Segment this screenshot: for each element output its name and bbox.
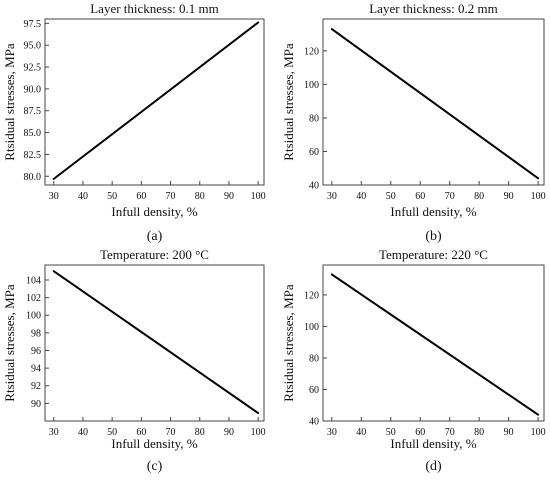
chart-2-y-tick-label: 100 [304, 80, 319, 91]
chart-4-x-tick-label: 40 [356, 427, 366, 438]
chart-4-x-axis-title: Infull density, % [390, 436, 476, 451]
chart-4-x-tick-label: 30 [327, 427, 337, 438]
chart-3-y-tick-label: 92 [31, 381, 41, 392]
chart-1-y-tick-label: 85.0 [24, 128, 42, 139]
chart-4-y-axis-title: Rtsidual stresses, MPa [281, 284, 296, 402]
chart-2-x-tick-label: 30 [327, 191, 337, 202]
chart-1-x-tick-label: 100 [251, 191, 266, 202]
chart-3-y-tick-label: 90 [31, 399, 41, 410]
chart-3-x-tick-label: 100 [251, 427, 266, 438]
chart-4-x-tick-label: 100 [531, 427, 546, 438]
chart-2-x-axis-title: Infull density, % [390, 204, 476, 219]
chart-3-y-tick-label: 96 [31, 346, 41, 357]
chart-1-y-tick-label: 80.0 [24, 172, 42, 183]
chart-2-x-tick-label: 70 [445, 191, 455, 202]
chart-1-y-tick-label: 90.0 [24, 84, 42, 95]
chart-1-y-axis-title: Rtsidual stresses, MPa [2, 43, 17, 161]
chart-1-x-tick-label: 50 [107, 191, 117, 202]
chart-4-y-tick-label: 80 [309, 353, 319, 364]
chart-1-y-tick-label: 87.5 [24, 106, 42, 117]
chart-2-x-tick-label: 60 [415, 191, 425, 202]
chart-3-y-tick-label: 100 [26, 311, 41, 322]
chart-2-x-tick-label: 80 [474, 191, 484, 202]
chart-4-x-tick-label: 50 [386, 427, 396, 438]
chart-2-y-tick-label: 40 [309, 181, 319, 192]
chart-4-x-tick-label: 60 [415, 427, 425, 438]
chart-3-x-tick-label: 90 [224, 427, 234, 438]
chart-2-title: Layer thickness: 0.2 mm [369, 1, 498, 16]
chart-2-series-line [330, 28, 540, 180]
chart-2-y-tick-label: 60 [309, 147, 319, 158]
chart-3-y-axis-title: Rtsidual stresses, MPa [2, 284, 17, 402]
chart-3-panel-label: (c) [147, 459, 163, 474]
chart-3-x-tick-label: 40 [78, 427, 88, 438]
chart-1-x-tick-label: 80 [195, 191, 205, 202]
chart-1-plot-frame [44, 18, 265, 186]
chart-1-x-tick-label: 60 [136, 191, 146, 202]
chart-2-x-tick-label: 100 [531, 191, 546, 202]
chart-1-x-tick-label: 30 [49, 191, 59, 202]
chart-4-x-tick-label: 90 [504, 427, 514, 438]
chart-3-x-tick-label: 80 [195, 427, 205, 438]
chart-3-y-tick-label: 104 [26, 275, 41, 286]
chart-1-title: Layer thickness: 0.1 mm [90, 1, 219, 16]
chart-1-y-tick-label: 82.5 [24, 150, 42, 161]
chart-3-series-line [52, 270, 260, 415]
chart-2-panel-label: (b) [425, 229, 442, 244]
chart-1-y-tick-label: 95.0 [24, 41, 42, 52]
chart-3-x-tick-label: 60 [136, 427, 146, 438]
chart-3-title: Temperature: 200 °C [100, 247, 209, 262]
chart-2-y-tick-label: 80 [309, 113, 319, 124]
chart-4-y-tick-label: 100 [304, 322, 319, 333]
chart-4-plot-frame [322, 264, 545, 422]
chart-2-x-tick-label: 50 [386, 191, 396, 202]
chart-3-plot-frame [44, 264, 265, 422]
chart-2-y-axis-title: Rtsidual stresses, MPa [281, 43, 296, 161]
chart-1-x-axis-title: Infull density, % [111, 204, 197, 219]
chart-4-y-tick-label: 60 [309, 385, 319, 396]
chart-3-y-tick-label: 102 [26, 293, 41, 304]
chart-3-x-axis-title: Infull density, % [111, 436, 197, 451]
chart-1-x-tick-label: 40 [78, 191, 88, 202]
chart-3-x-tick-label: 30 [49, 427, 59, 438]
chart-4-series-line [330, 273, 540, 416]
chart-1-x-tick-label: 90 [224, 191, 234, 202]
chart-4-title: Temperature: 220 °C [379, 247, 488, 262]
chart-3-y-tick-label: 94 [31, 364, 41, 375]
chart-1-panel-label: (a) [147, 229, 163, 244]
chart-4-y-tick-label: 40 [309, 417, 319, 428]
chart-3-x-tick-label: 50 [107, 427, 117, 438]
chart-2-x-tick-label: 90 [504, 191, 514, 202]
chart-2-plot-frame [322, 18, 545, 186]
chart-3-x-tick-label: 70 [166, 427, 176, 438]
chart-2-x-tick-label: 40 [356, 191, 366, 202]
chart-4-y-tick-label: 120 [304, 290, 319, 301]
chart-4-x-tick-label: 70 [445, 427, 455, 438]
chart-2-y-tick-label: 120 [304, 46, 319, 57]
chart-1-x-tick-label: 70 [166, 191, 176, 202]
chart-4-panel-label: (d) [425, 459, 442, 474]
chart-3-y-tick-label: 98 [31, 328, 41, 339]
chart-1-series-line [52, 21, 260, 180]
chart-1-y-tick-label: 92.5 [24, 63, 42, 74]
chart-1-y-tick-label: 97.5 [24, 19, 42, 30]
chart-4-x-tick-label: 80 [474, 427, 484, 438]
